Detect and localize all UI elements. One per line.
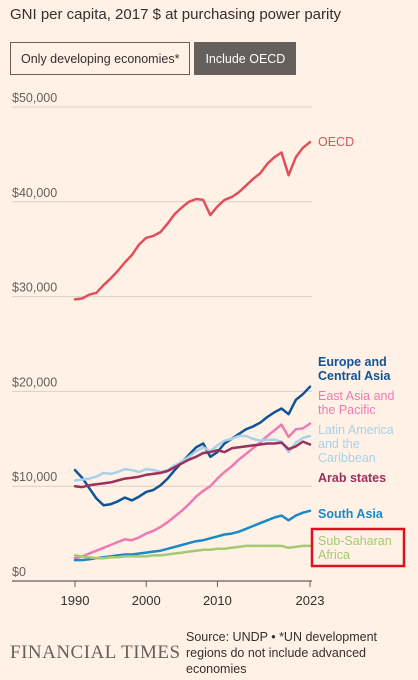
economy-toggle: Only developing economies* Include OECD	[10, 42, 297, 75]
y-axis-ticks: $50,000 $40,000 $30,000 $20,000 $10,000 $0	[12, 91, 57, 579]
y-tick-label: $50,000	[12, 91, 57, 105]
series-label: Latin America and the Caribbean	[318, 423, 394, 465]
series-label: South Asia	[318, 507, 384, 521]
y-tick-label: $30,000	[12, 281, 57, 295]
x-tick-label: 2023	[296, 593, 325, 608]
y-tick-label: $20,000	[12, 375, 57, 389]
source-note: Source: UNDP • *UN development regions d…	[186, 630, 378, 676]
y-tick-label: $0	[12, 565, 26, 579]
include-oecd-button[interactable]: Include OECD	[194, 42, 297, 75]
series-line-east-asia-and-the-pacific	[73, 422, 312, 560]
series-label: East Asia and the Pacific	[318, 389, 394, 417]
series-line-sub-saharan-africa	[73, 544, 312, 560]
series-line-arab-states	[73, 440, 312, 489]
series-labels: OECD Europe and Central Asia East Asia and t…	[318, 135, 394, 562]
gridlines	[12, 106, 312, 582]
series-label: OECD	[318, 135, 354, 149]
developing-only-button[interactable]: Only developing economies*	[10, 42, 191, 75]
series-label: Arab states	[318, 471, 386, 485]
y-tick-label: $40,000	[12, 186, 57, 200]
y-tick-label: $10,000	[12, 470, 57, 484]
highlight-box	[310, 527, 406, 568]
series-line-oecd	[73, 140, 312, 301]
series-label: Sub-Saharan Africa	[318, 534, 392, 562]
x-axis-ticks: 1990 2000 2010 2023	[61, 581, 325, 608]
series-line-europe-and-central-asia	[73, 385, 312, 507]
series-lines	[73, 140, 312, 562]
ft-logo: FINANCIAL TIMES	[10, 642, 181, 663]
line-chart: $50,000 $40,000 $30,000 $20,000 $10,000 $0 19…	[12, 91, 406, 608]
series-line-south-asia	[73, 509, 312, 562]
x-tick-label: 2010	[203, 593, 232, 608]
x-tick-label: 2000	[132, 593, 161, 608]
series-label: Europe and Central Asia	[318, 355, 392, 383]
series-line-latin-america-and-the-caribbean	[73, 434, 312, 482]
chart-title: GNI per capita, 2017 $ at purchasing pow…	[10, 6, 342, 23]
x-tick-label: 1990	[61, 593, 90, 608]
